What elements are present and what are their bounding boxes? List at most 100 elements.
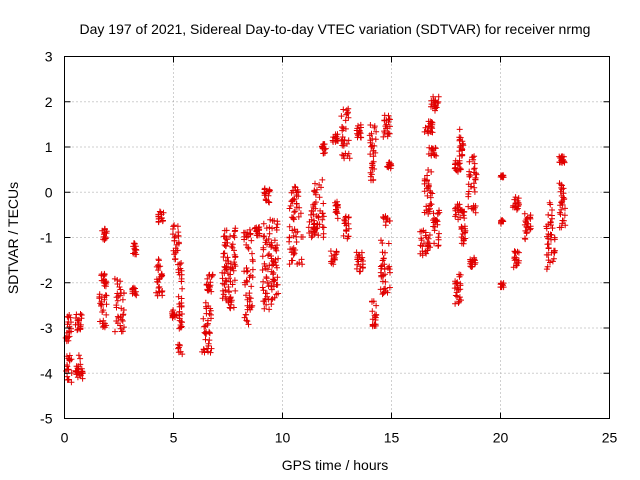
data-point — [435, 234, 442, 241]
data-point — [227, 233, 234, 240]
data-point — [421, 176, 428, 182]
data-point — [339, 134, 346, 140]
data-point — [153, 263, 160, 270]
data-point — [275, 290, 282, 297]
data-point — [545, 231, 552, 237]
data-point — [371, 124, 378, 131]
data-point — [259, 253, 266, 260]
data-point — [221, 281, 228, 288]
data-point — [432, 107, 438, 114]
data-point — [226, 275, 232, 282]
data-point — [295, 213, 302, 220]
data-point — [169, 314, 176, 321]
data-point — [102, 235, 109, 242]
data-point — [549, 258, 556, 265]
data-point — [380, 290, 387, 297]
data-point — [178, 324, 185, 331]
data-point — [456, 273, 463, 280]
data-point — [72, 315, 79, 321]
data-point — [556, 159, 563, 166]
data-point — [425, 151, 432, 157]
data-point — [382, 285, 389, 292]
data-point — [428, 145, 435, 152]
data-point — [379, 272, 386, 279]
data-point — [369, 298, 375, 305]
data-point — [435, 242, 442, 249]
data-point — [74, 327, 81, 334]
data-point — [221, 270, 228, 277]
data-point — [173, 241, 180, 248]
data-point — [286, 223, 293, 230]
data-point — [266, 187, 273, 194]
data-point — [427, 187, 433, 194]
y-tick-label: 1 — [45, 139, 53, 155]
data-point — [313, 225, 320, 232]
data-point — [248, 304, 255, 311]
data-point — [319, 176, 326, 183]
data-point — [368, 177, 374, 184]
data-point — [369, 308, 376, 315]
data-point — [261, 305, 268, 312]
data-point — [512, 194, 519, 201]
data-point — [430, 223, 437, 230]
data-point — [308, 234, 315, 241]
data-point — [427, 118, 434, 125]
data-point — [544, 241, 551, 248]
x-tick-label: 20 — [493, 430, 509, 446]
data-point — [544, 263, 551, 270]
data-point — [550, 255, 557, 262]
data-point — [435, 93, 442, 100]
data-point — [381, 117, 388, 124]
data-point — [155, 257, 162, 264]
data-point — [465, 188, 472, 195]
data-point — [265, 252, 271, 259]
data-point — [343, 220, 349, 227]
data-point — [293, 239, 300, 245]
data-point — [158, 289, 165, 295]
data-point — [431, 151, 438, 158]
data-point — [292, 229, 299, 236]
data-point — [558, 184, 565, 191]
data-point — [319, 216, 326, 223]
data-point — [470, 166, 477, 173]
data-point — [424, 128, 431, 135]
data-point — [467, 260, 474, 267]
data-point — [121, 324, 127, 331]
data-point — [459, 146, 466, 153]
data-point — [515, 260, 522, 266]
data-point — [271, 217, 278, 224]
data-point — [319, 210, 326, 217]
data-point — [289, 257, 296, 264]
data-point — [103, 311, 110, 318]
data-point — [378, 237, 384, 244]
data-point — [200, 346, 207, 353]
data-point — [513, 206, 520, 213]
data-point — [379, 249, 386, 256]
data-point — [425, 235, 432, 242]
data-point — [354, 254, 361, 261]
data-point — [334, 201, 341, 208]
data-point — [287, 246, 294, 253]
data-point — [103, 301, 110, 308]
data-point — [425, 167, 432, 173]
data-point — [422, 232, 429, 239]
data-point — [369, 142, 376, 149]
data-point — [178, 260, 185, 266]
data-point — [562, 222, 569, 229]
data-point — [343, 228, 350, 235]
data-point — [333, 248, 340, 255]
data-point — [220, 254, 227, 260]
data-point — [340, 106, 347, 113]
y-tick-label: -1 — [40, 230, 53, 246]
data-point — [100, 317, 107, 324]
data-point — [426, 232, 433, 238]
data-point — [342, 125, 349, 132]
data-point — [73, 363, 80, 370]
chart-title: Day 197 of 2021, Sidereal Day-to-day VTE… — [80, 21, 591, 37]
data-point — [202, 336, 209, 343]
data-point — [432, 218, 439, 225]
data-point — [293, 189, 300, 196]
data-point — [270, 283, 277, 290]
data-point — [453, 280, 460, 287]
data-point — [340, 152, 347, 159]
